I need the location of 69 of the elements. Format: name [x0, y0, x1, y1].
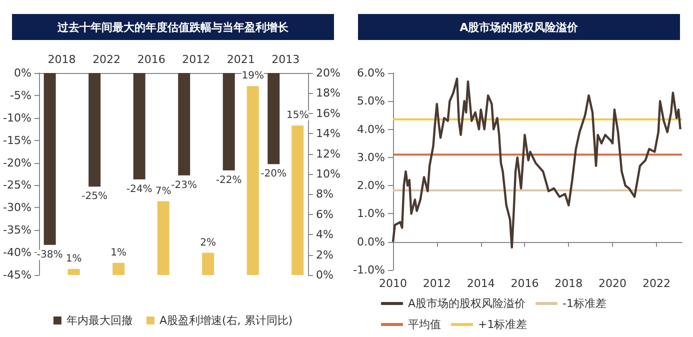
data-label: -25% — [82, 191, 108, 202]
x-tick-label: 2016 — [510, 277, 539, 290]
y2-tick-label: 14% — [316, 127, 340, 140]
bar — [292, 126, 304, 275]
legend-label: -1标准差 — [562, 297, 606, 310]
data-label: 2% — [200, 237, 216, 248]
y-tick-label: -25% — [2, 178, 32, 192]
data-label: 19% — [242, 70, 264, 82]
y2-tick-label: 6% — [316, 208, 334, 221]
legend-label: 年内最大回撤 — [66, 314, 132, 327]
y-tick-label: -5% — [10, 88, 32, 102]
legend-label: A股盈利增速(右, 累计同比) — [159, 314, 293, 327]
chart-title: 过去十年间最大的年度估值跌幅与当年盈利增长 — [12, 14, 334, 40]
data-label: 15% — [286, 110, 309, 122]
x-tick-label: 2016 — [137, 53, 166, 66]
data-label: 1% — [110, 247, 126, 258]
y-tick-label: 5.0% — [357, 94, 385, 108]
x-tick-label: 2013 — [272, 53, 300, 66]
y-tick-label: 3.0% — [357, 150, 385, 164]
y2-tick-label: 2% — [316, 248, 334, 262]
y-tick-label: 1.0% — [357, 207, 385, 220]
y2-tick-label: 18% — [316, 86, 340, 100]
data-label: -24% — [126, 184, 152, 195]
data-label: -38% — [36, 249, 63, 260]
y2-tick-label: 0% — [316, 268, 334, 282]
x-tick-label: 2022 — [92, 53, 121, 66]
y-tick-label: -10% — [2, 111, 32, 124]
bar — [68, 268, 80, 275]
y-tick-label: 4.0% — [357, 122, 385, 136]
legend-label: A股市场的股权风险溢价 — [408, 297, 526, 310]
line-series — [392, 78, 682, 249]
legend-label: +1标准差 — [478, 318, 528, 331]
x-tick-label: 2012 — [422, 277, 451, 290]
y2-tick-label: 12% — [316, 147, 340, 160]
data-label: 7% — [155, 186, 172, 197]
y-tick-label: -45% — [2, 268, 32, 282]
y2-tick-label: 16% — [316, 106, 340, 120]
y-tick-label: -15% — [2, 134, 32, 147]
y-tick-label: -40% — [2, 246, 32, 260]
bar — [202, 252, 214, 275]
x-tick-label: 2020 — [598, 277, 627, 290]
y-tick-label: 2.0% — [357, 179, 385, 192]
data-label: -22% — [216, 174, 242, 186]
y2-tick-label: 20% — [316, 66, 340, 80]
y-tick-label: -20% — [2, 156, 32, 170]
y-tick-label: 6.0% — [357, 66, 385, 80]
bar — [246, 86, 259, 275]
x-tick-label: 2021 — [226, 53, 255, 66]
data-label: -20% — [260, 168, 287, 180]
x-tick-label: 2014 — [466, 277, 495, 290]
data-label: 1% — [66, 253, 82, 264]
y2-tick-label: 10% — [316, 168, 340, 180]
y2-tick-label: 4% — [316, 228, 334, 242]
x-tick-label: 2018 — [48, 53, 76, 66]
bar — [157, 201, 170, 275]
y-tick-label: 0.0% — [357, 235, 385, 248]
y-tick-label: -30% — [2, 201, 32, 214]
bar — [112, 262, 125, 275]
y-tick-label: 0% — [14, 66, 32, 80]
y-tick-label: -1.0% — [353, 264, 385, 276]
chart-title: A股市场的股权风险溢价 — [358, 14, 680, 40]
x-tick-label: 2010 — [379, 277, 407, 290]
x-tick-label: 2022 — [642, 277, 671, 290]
data-label: -23% — [171, 180, 198, 191]
x-tick-label: 2018 — [554, 277, 583, 290]
legend-label: 平均值 — [408, 318, 441, 331]
x-tick-label: 2012 — [182, 53, 210, 66]
y2-tick-label: 8% — [316, 188, 334, 201]
y-tick-label: -35% — [2, 224, 32, 237]
